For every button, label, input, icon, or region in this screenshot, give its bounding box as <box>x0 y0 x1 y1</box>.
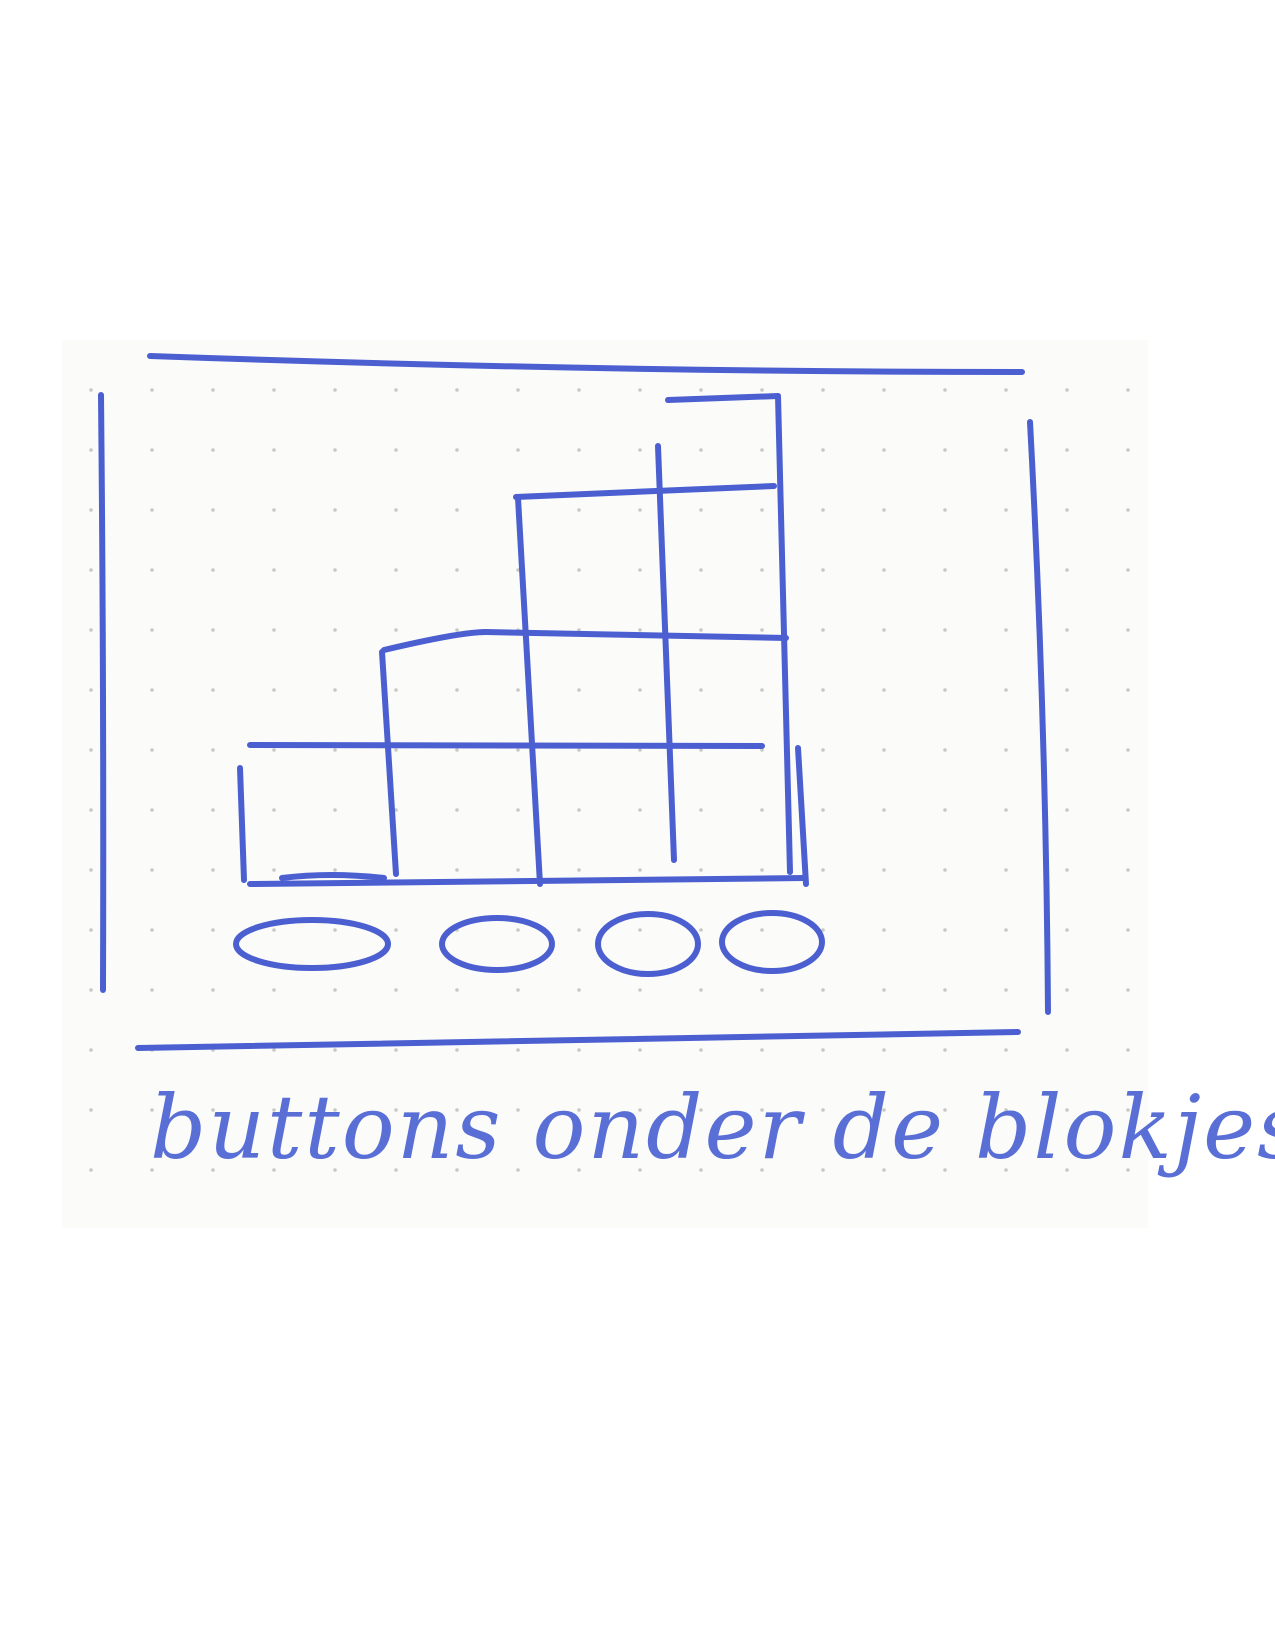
button-4-oval[interactable] <box>719 910 825 974</box>
button-2-oval[interactable] <box>439 915 555 973</box>
block-col3-left <box>515 495 543 887</box>
row2-line <box>483 629 789 641</box>
block-col3-top <box>513 483 777 500</box>
button-3-oval[interactable] <box>595 911 701 977</box>
block-grid-base <box>247 875 807 887</box>
block-col4-top <box>665 393 781 403</box>
frame-bottom-line <box>135 1029 1021 1051</box>
frame-left-line <box>98 392 107 993</box>
block-col2-left <box>379 649 399 877</box>
block-col4-right-double <box>795 745 809 887</box>
frame-right-line <box>1027 419 1051 1015</box>
frame-top-line <box>147 353 1025 375</box>
block-col4-left <box>655 443 677 863</box>
block-col1-base-scribble <box>279 872 387 881</box>
button-1-oval[interactable] <box>233 917 391 971</box>
block-col4-right <box>775 393 793 875</box>
block-grid <box>237 393 809 887</box>
block-col2-top <box>381 629 489 653</box>
block-col1-row1 <box>237 742 765 883</box>
sketch-caption: buttons onder de blokjes <box>150 1076 1275 1179</box>
